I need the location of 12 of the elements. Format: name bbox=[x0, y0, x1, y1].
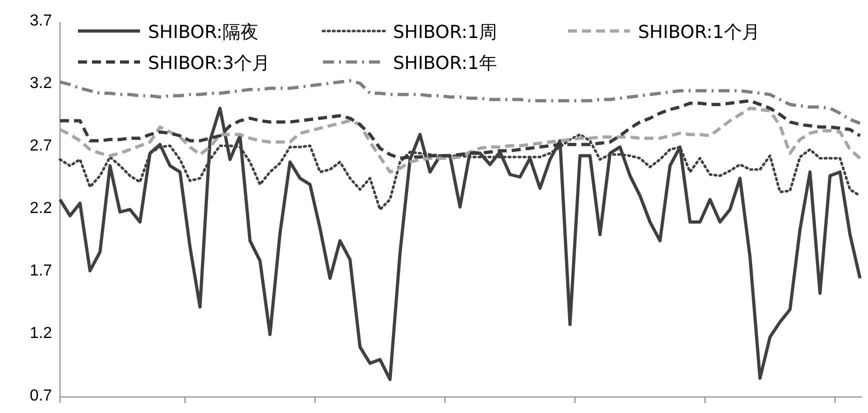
y-tick-label: 1.7 bbox=[30, 262, 52, 280]
legend-label: SHIBOR:1个月 bbox=[638, 22, 760, 43]
y-tick-label: 1.2 bbox=[30, 324, 52, 342]
y-tick-label: 3.2 bbox=[30, 74, 52, 92]
legend-label: SHIBOR:1周 bbox=[393, 22, 497, 43]
legend-label: SHIBOR:3个月 bbox=[148, 53, 270, 74]
y-tick-label: 2.7 bbox=[30, 137, 52, 154]
y-tick-label: 0.7 bbox=[30, 387, 52, 404]
y-tick-label: 3.7 bbox=[30, 12, 52, 30]
legend-label: SHIBOR:1年 bbox=[393, 53, 497, 74]
y-tick-label: 2.2 bbox=[30, 200, 52, 217]
legend-label: SHIBOR:隔夜 bbox=[148, 22, 258, 43]
